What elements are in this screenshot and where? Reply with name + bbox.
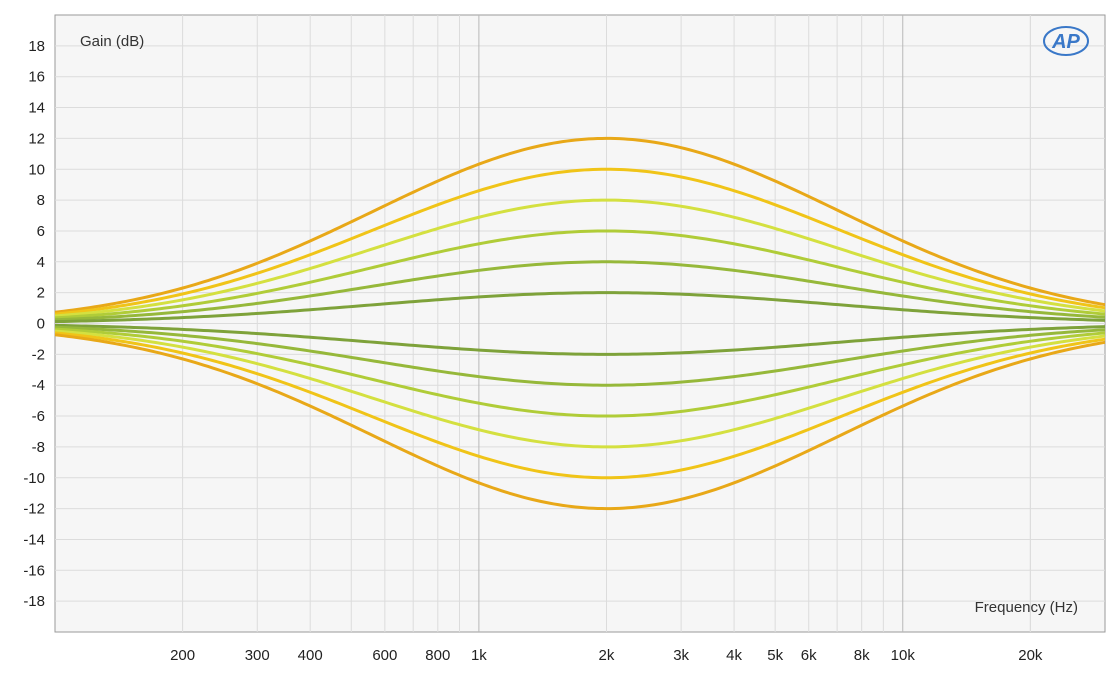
- x-tick-label: 200: [170, 647, 195, 664]
- x-tick-label: 400: [298, 647, 323, 664]
- y-tick-label: -10: [23, 470, 45, 487]
- y-tick-label: 10: [28, 161, 45, 178]
- curve-group: [54, 136, 1106, 511]
- x-tick-label: 600: [372, 647, 397, 664]
- curve-gain-minus-4: [54, 325, 1106, 387]
- curve-gain-12: [54, 136, 1106, 314]
- curve-gain-minus-6: [54, 327, 1106, 418]
- x-tick-label: 8k: [854, 647, 870, 664]
- x-tick-label: 4k: [726, 647, 742, 664]
- y-tick-label: -14: [23, 531, 45, 548]
- x-tick-label: 20k: [1018, 647, 1043, 664]
- y-tick-label: -12: [23, 501, 45, 518]
- x-tick-label: 300: [245, 647, 270, 664]
- curve-gain-4: [54, 260, 1106, 322]
- x-tick-label: 2k: [599, 647, 615, 664]
- curve-gain-minus-2: [54, 323, 1106, 356]
- x-tick-label: 1k: [471, 647, 487, 664]
- y-tick-label: -6: [32, 408, 45, 425]
- y-tick-label: 12: [28, 130, 45, 147]
- ap-logo-icon: AP: [1043, 26, 1089, 56]
- curve-gain-minus-12: [54, 333, 1106, 511]
- curve-gain-minus-8: [54, 329, 1106, 449]
- y-tick-label: -2: [32, 346, 45, 363]
- x-tick-label: 10k: [891, 647, 916, 664]
- y-tick-label: 8: [37, 192, 45, 209]
- x-tick-label: 3k: [673, 647, 689, 664]
- curve-gain-minus-10: [54, 331, 1106, 480]
- curve-gain-8: [54, 198, 1106, 318]
- y-tick-label: -8: [32, 439, 45, 456]
- y-tick-label: 0: [37, 316, 45, 333]
- x-axis-title: Frequency (Hz): [975, 599, 1078, 616]
- curve-gain-10: [54, 167, 1106, 316]
- y-tick-label: -18: [23, 593, 45, 610]
- y-tick-label: -4: [32, 377, 45, 394]
- y-tick-label: 2: [37, 285, 45, 302]
- x-tick-label: 6k: [801, 647, 817, 664]
- curve-gain-2: [54, 291, 1106, 324]
- x-tick-label: 800: [425, 647, 450, 664]
- curve-gain-6: [54, 229, 1106, 320]
- y-tick-labels: 18 16 14 12 10 8 6 4 2 0 -2 -4 -6 -8 -10 -12 -14 -16 -18: [23, 38, 45, 610]
- y-tick-label: 4: [37, 254, 45, 271]
- x-tick-label: 5k: [767, 647, 783, 664]
- y-tick-label: 18: [28, 38, 45, 55]
- y-tick-label: 14: [28, 100, 45, 117]
- y-axis-title: Gain (dB): [80, 33, 144, 50]
- y-tick-label: 6: [37, 223, 45, 240]
- grid-lines: [55, 15, 1105, 632]
- y-tick-label: 16: [28, 69, 45, 86]
- y-tick-label: -16: [23, 562, 45, 579]
- svg-text:AP: AP: [1051, 31, 1080, 53]
- x-tick-labels: 200 300 400 600 800 1k 2k 3k 4k 5k 6k 8k 10k 20k: [170, 647, 1043, 664]
